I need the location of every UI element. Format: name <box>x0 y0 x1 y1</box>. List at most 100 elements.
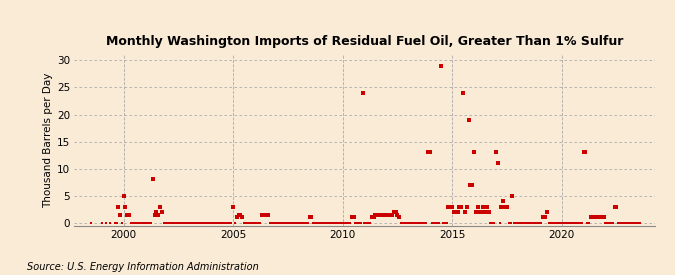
Point <box>363 221 374 225</box>
Point <box>367 215 377 219</box>
Point <box>244 221 255 225</box>
Point <box>195 221 206 225</box>
Point <box>157 210 167 214</box>
Point <box>615 221 626 225</box>
Point <box>189 221 200 225</box>
Point <box>277 221 288 225</box>
Point <box>540 215 551 219</box>
Point <box>507 194 518 198</box>
Point <box>321 221 331 225</box>
Point <box>525 221 536 225</box>
Point <box>523 221 534 225</box>
Point <box>585 215 596 219</box>
Point <box>566 221 576 225</box>
Point <box>412 221 423 225</box>
Point <box>151 210 162 214</box>
Point <box>348 215 359 219</box>
Point <box>198 221 209 225</box>
Point <box>458 91 468 95</box>
Point <box>624 221 634 225</box>
Point <box>165 221 176 225</box>
Point <box>355 221 366 225</box>
Point <box>500 204 510 209</box>
Point <box>343 221 354 225</box>
Point <box>603 221 614 225</box>
Point <box>346 215 357 219</box>
Point <box>341 221 352 225</box>
Point <box>281 221 292 225</box>
Point <box>144 221 155 225</box>
Point <box>134 221 145 225</box>
Point <box>222 221 233 225</box>
Point <box>496 204 507 209</box>
Point <box>319 221 330 225</box>
Point <box>631 221 642 225</box>
Point <box>414 221 425 225</box>
Point <box>522 221 533 225</box>
Point <box>556 221 567 225</box>
Point <box>628 221 639 225</box>
Point <box>392 213 403 217</box>
Point <box>235 213 246 217</box>
Point <box>288 221 299 225</box>
Point <box>290 221 300 225</box>
Point <box>436 64 447 68</box>
Point <box>237 215 248 219</box>
Point <box>613 221 624 225</box>
Point <box>605 221 616 225</box>
Point <box>394 215 404 219</box>
Point <box>423 150 434 155</box>
Point <box>344 221 355 225</box>
Point <box>240 221 251 225</box>
Point <box>611 204 622 209</box>
Point <box>354 221 364 225</box>
Point <box>105 221 116 225</box>
Point <box>308 221 319 225</box>
Point <box>339 221 350 225</box>
Point <box>175 221 186 225</box>
Point <box>518 221 529 225</box>
Point <box>421 221 432 225</box>
Point <box>549 221 560 225</box>
Point <box>292 221 302 225</box>
Point <box>325 221 335 225</box>
Point <box>516 221 527 225</box>
Point <box>200 221 211 225</box>
Point <box>634 221 645 225</box>
Point <box>128 221 138 225</box>
Point <box>275 221 286 225</box>
Point <box>505 221 516 225</box>
Point <box>328 221 339 225</box>
Point <box>323 221 333 225</box>
Point <box>193 221 204 225</box>
Point <box>629 221 640 225</box>
Point <box>633 221 644 225</box>
Point <box>381 213 392 217</box>
Point <box>294 221 304 225</box>
Point <box>273 221 284 225</box>
Point <box>580 150 591 155</box>
Point <box>454 204 465 209</box>
Point <box>467 183 478 187</box>
Point <box>437 221 448 225</box>
Point <box>396 221 406 225</box>
Point <box>147 177 158 182</box>
Point <box>512 221 523 225</box>
Point <box>535 221 545 225</box>
Point <box>377 213 388 217</box>
Point <box>370 213 381 217</box>
Point <box>554 221 565 225</box>
Point <box>502 204 512 209</box>
Point <box>312 221 323 225</box>
Point <box>233 213 244 217</box>
Point <box>169 221 180 225</box>
Point <box>149 213 160 217</box>
Point <box>387 213 398 217</box>
Point <box>270 221 281 225</box>
Point <box>589 215 600 219</box>
Point <box>115 213 126 217</box>
Point <box>564 221 574 225</box>
Point <box>463 118 474 122</box>
Point <box>462 204 472 209</box>
Point <box>408 221 419 225</box>
